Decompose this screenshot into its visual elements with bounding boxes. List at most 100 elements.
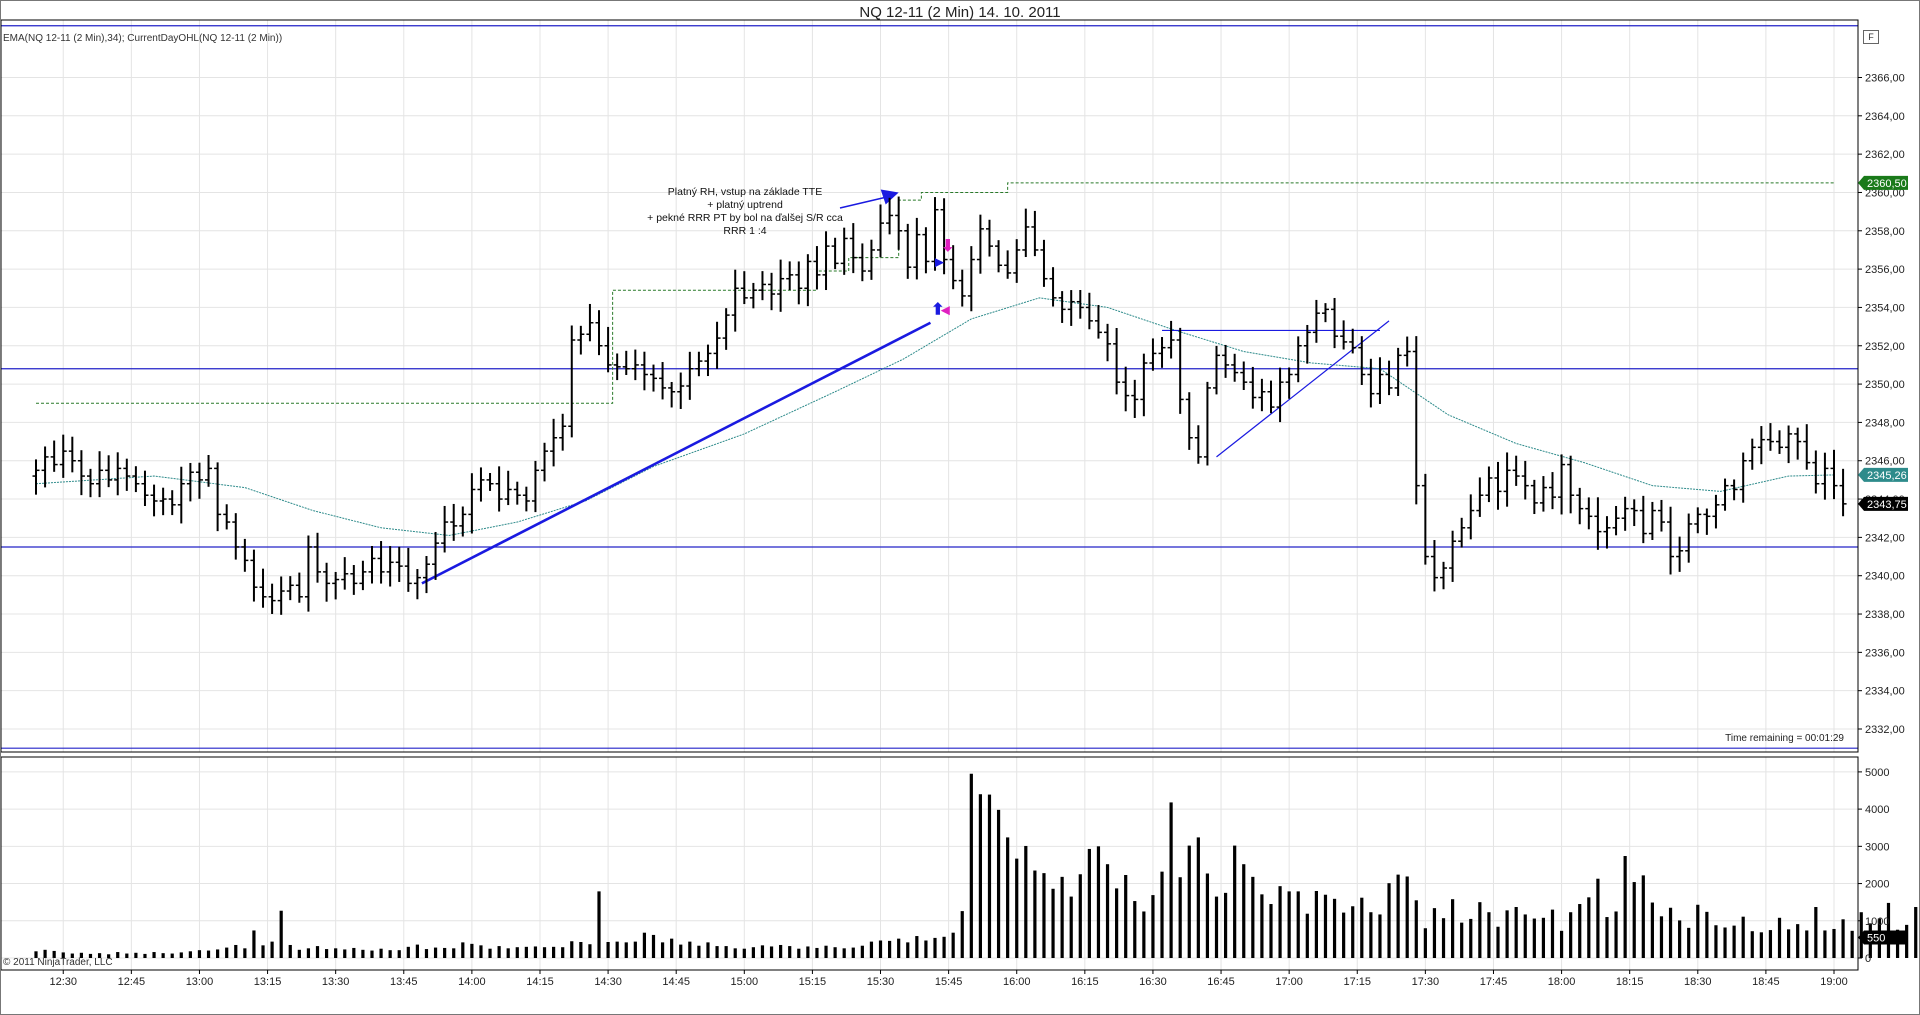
ohlc-bar [432, 531, 440, 580]
volume-bar [797, 948, 801, 958]
volume-bar [261, 945, 265, 958]
volume-bar [1605, 917, 1609, 958]
volume-bar [1124, 874, 1128, 958]
volume-bar [370, 950, 374, 958]
ohlc-bar [1076, 289, 1084, 319]
volume-bar [1214, 896, 1219, 958]
volume-bar [915, 936, 919, 958]
volume-bar [334, 948, 338, 958]
volume-bar [1614, 911, 1618, 958]
x-tick-label: 13:30 [322, 976, 350, 988]
volume-bar [1532, 918, 1536, 958]
ohlc-bar [940, 198, 948, 275]
volume-bar [461, 942, 465, 958]
volume-bar [552, 946, 556, 958]
volume-bar [1759, 932, 1763, 958]
volume-bar [1205, 873, 1210, 958]
ohlc-bar [314, 532, 322, 583]
volume-bar [1051, 888, 1055, 958]
x-tick-label: 17:00 [1275, 976, 1303, 988]
ohlc-bar [1530, 479, 1538, 515]
ohlc-bar [1149, 338, 1157, 371]
ohlc-bar [1104, 323, 1112, 362]
ohlc-bar [813, 246, 821, 290]
ohlc-bar [277, 576, 285, 615]
ohlc-bar [1094, 305, 1102, 339]
volume-bar [488, 948, 492, 958]
volume-bar [724, 946, 728, 958]
volume-bar [1151, 895, 1155, 958]
volume-bar [906, 942, 910, 958]
x-tick-label: 16:45 [1207, 976, 1235, 988]
volume-bar [397, 950, 401, 958]
ohlc-bar [1349, 328, 1357, 354]
day-high-tag: 2360,50 [1867, 178, 1907, 190]
volume-bar [1514, 907, 1518, 958]
ohlc-bar [186, 462, 194, 502]
ohlc-bar [441, 505, 449, 553]
ohlc-bar [904, 223, 912, 279]
ohlc-bar [749, 282, 757, 309]
last-volume-tag-background [1858, 930, 1908, 945]
ohlc-bar [1131, 379, 1139, 418]
x-tick-label: 18:30 [1684, 976, 1712, 988]
panel-float-button[interactable]: F [1863, 30, 1879, 44]
x-tick-label: 15:15 [799, 976, 827, 988]
volume-bar [252, 930, 256, 958]
volume-bar [1741, 916, 1745, 958]
ohlc-bar [649, 364, 657, 392]
volume-bar [188, 951, 192, 958]
ohlc-bar [949, 245, 957, 290]
volume-bar [942, 936, 946, 958]
volume-bar [1006, 837, 1010, 958]
ohlc-bar [232, 513, 240, 560]
y-tick-label: 2346,00 [1865, 456, 1905, 468]
volume-bar [43, 949, 47, 958]
ohlc-bar [1412, 336, 1420, 505]
volume-bar [1251, 876, 1255, 958]
volume-bar [197, 950, 202, 958]
volume-bar [1723, 927, 1727, 958]
volume-bar [1823, 930, 1827, 958]
volume-bar [1105, 864, 1110, 958]
support-resistance-lines [1, 25, 1858, 749]
ohlc-bar [1576, 487, 1584, 525]
volume-bar [234, 944, 238, 958]
annotation-line: + platný uptrend [707, 199, 783, 211]
y-tick-label: 2336,00 [1865, 647, 1905, 659]
y-tick-label: 2348,00 [1865, 417, 1905, 429]
ohlc-bar [1113, 327, 1121, 395]
ohlc-bar [32, 459, 40, 495]
volume-bar [415, 944, 419, 958]
volume-bar [1832, 928, 1836, 958]
x-tick-label: 14:30 [594, 976, 622, 988]
ohlc-bar [1022, 208, 1030, 258]
volume-bar [1914, 907, 1918, 958]
ohlc-bar [241, 538, 249, 572]
volume-bar [125, 953, 129, 958]
ohlc-bar [559, 413, 567, 451]
chart-title: NQ 12-11 (2 Min) 14. 10. 2011 [859, 4, 1061, 21]
volume-bar [1523, 914, 1527, 958]
volume-bar [1396, 874, 1400, 958]
y-tick-label: 2340,00 [1865, 571, 1905, 583]
ohlc-bar [1294, 336, 1302, 383]
ohlc-bar [377, 541, 385, 584]
volume-bar [615, 941, 619, 958]
ohlc-bar [1594, 497, 1602, 550]
volume-bar [1559, 930, 1564, 958]
ema-value-tag-background [1858, 467, 1908, 482]
ohlc-bar [141, 470, 149, 507]
ohlc-bar [985, 219, 993, 257]
ohlc-bar [895, 196, 903, 250]
ohlc-bar [758, 271, 766, 301]
ohlc-bar [1794, 427, 1802, 460]
ohlc-bar [450, 503, 458, 541]
ohlc-bar [214, 462, 222, 532]
ohlc-bar [250, 549, 258, 602]
volume-bar [1732, 925, 1736, 958]
ohlc-bar [1712, 494, 1720, 529]
ema-line [35, 297, 1835, 536]
ohlc-bar [922, 227, 930, 274]
ohlc-bar [1222, 344, 1230, 378]
